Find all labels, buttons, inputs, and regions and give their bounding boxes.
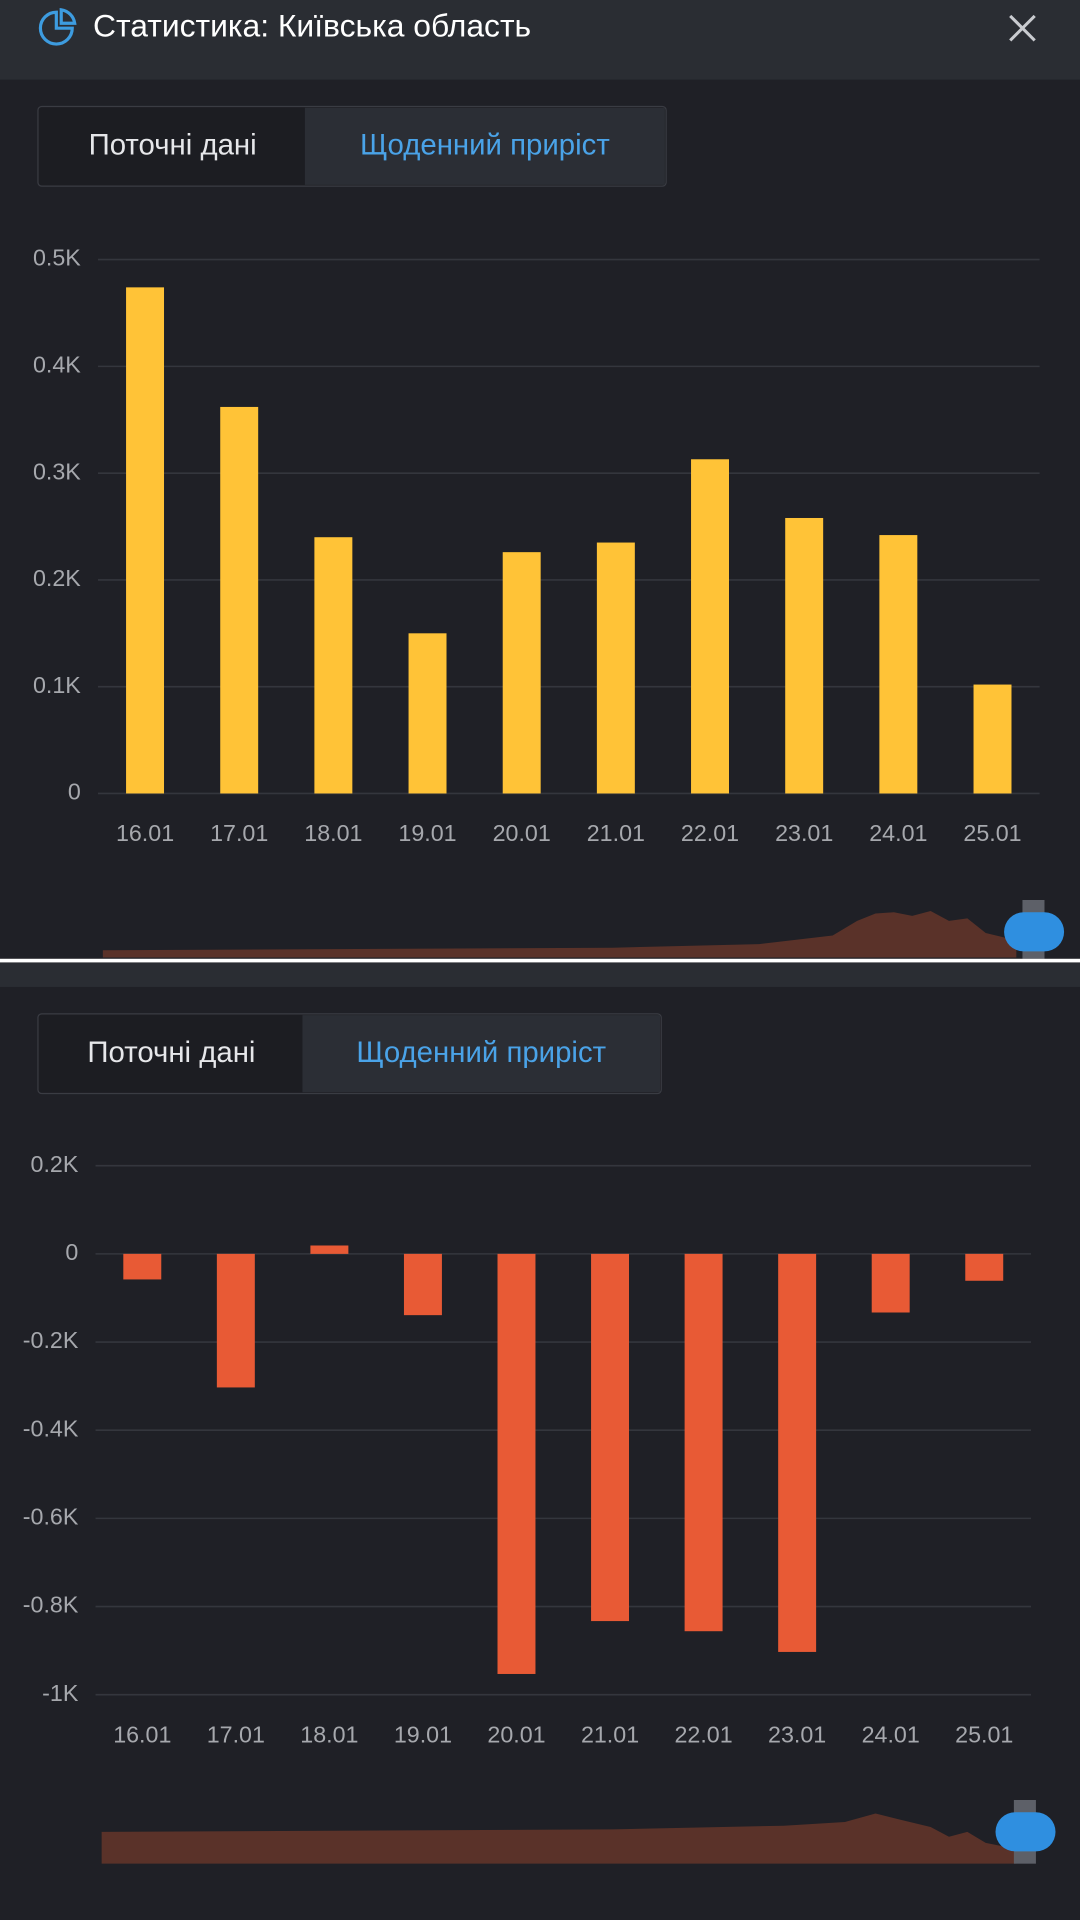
close-button[interactable]	[1009, 14, 1036, 42]
bar	[684, 1253, 723, 1632]
x-tick-label: 24.01	[869, 820, 927, 846]
tab-group: Поточні дані Щоденний приріст	[37, 105, 667, 187]
y-tick-label: -0.8K	[23, 1592, 79, 1618]
bar	[785, 517, 824, 794]
separator	[0, 958, 1080, 963]
x-tick-label: 16.01	[113, 1721, 171, 1747]
bar	[502, 552, 541, 794]
y-tick-label: 0.2K	[31, 1151, 79, 1177]
x-tick-label: 20.01	[487, 1721, 545, 1747]
y-tick-label: 0.1K	[33, 672, 81, 698]
x-tick-label: 24.01	[862, 1721, 920, 1747]
stats-icon	[38, 7, 77, 46]
bar	[965, 1253, 1004, 1281]
y-tick-label: 0.4K	[33, 352, 81, 378]
y-tick-label: 0	[68, 779, 81, 805]
bar	[220, 406, 259, 794]
bar	[123, 1253, 162, 1280]
tab-current[interactable]: Поточні дані	[89, 129, 257, 162]
x-tick-label: 23.01	[768, 1721, 826, 1747]
bar	[314, 537, 353, 794]
bar	[497, 1253, 536, 1674]
bar	[871, 1253, 910, 1313]
bar	[596, 542, 635, 794]
navigator-handle[interactable]	[1004, 912, 1065, 952]
tab-active-bg	[302, 1015, 660, 1093]
bar	[126, 287, 165, 794]
x-tick-label: 16.01	[116, 820, 174, 846]
navigator-handle[interactable]	[995, 1812, 1056, 1852]
x-tick-label: 21.01	[581, 1721, 639, 1747]
tab-daily[interactable]: Щоденний приріст	[356, 1036, 606, 1069]
y-tick-label: -1K	[42, 1680, 79, 1706]
header-title: Статистика: Київська область	[93, 8, 531, 44]
bar	[778, 1253, 817, 1652]
tab-active-bg	[304, 107, 665, 185]
x-tick-label: 25.01	[955, 1721, 1013, 1747]
x-tick-label: 23.01	[775, 820, 833, 846]
bar	[879, 535, 918, 794]
y-tick-label: -0.2K	[23, 1327, 79, 1353]
tab-group-2: Поточні дані Щоденний приріст	[37, 1013, 662, 1095]
x-tick-label: 17.01	[210, 820, 268, 846]
bar	[216, 1253, 255, 1388]
x-tick-label: 21.01	[587, 820, 645, 846]
bar	[310, 1245, 349, 1254]
navigator	[102, 900, 1065, 959]
x-tick-label: 25.01	[963, 820, 1021, 846]
tab-daily[interactable]: Щоденний приріст	[360, 129, 610, 162]
y-tick-label: 0.2K	[33, 565, 81, 591]
bar	[591, 1253, 630, 1622]
tab-current[interactable]: Поточні дані	[87, 1036, 255, 1069]
x-tick-label: 18.01	[304, 820, 362, 846]
header-bar-2	[0, 962, 1080, 987]
y-tick-label: 0.5K	[33, 245, 81, 271]
x-tick-label: 18.01	[300, 1721, 358, 1747]
x-tick-label: 22.01	[674, 1721, 732, 1747]
y-tick-label: -0.6K	[23, 1504, 79, 1530]
y-tick-label: 0.3K	[33, 458, 81, 484]
x-tick-label: 19.01	[394, 1721, 452, 1747]
y-tick-label: 0	[65, 1239, 78, 1265]
x-tick-label: 19.01	[398, 820, 456, 846]
navigator-area	[102, 911, 1017, 958]
x-tick-label: 17.01	[207, 1721, 265, 1747]
y-tick-label: -0.4K	[23, 1415, 79, 1441]
navigator-area	[101, 1813, 1017, 1864]
x-tick-label: 22.01	[681, 820, 739, 846]
bar	[973, 684, 1012, 794]
bar	[691, 459, 729, 794]
bar	[403, 1253, 442, 1316]
bar	[408, 633, 447, 794]
navigator-2	[101, 1800, 1056, 1864]
header-bar	[0, 0, 1080, 80]
x-tick-label: 20.01	[493, 820, 551, 846]
